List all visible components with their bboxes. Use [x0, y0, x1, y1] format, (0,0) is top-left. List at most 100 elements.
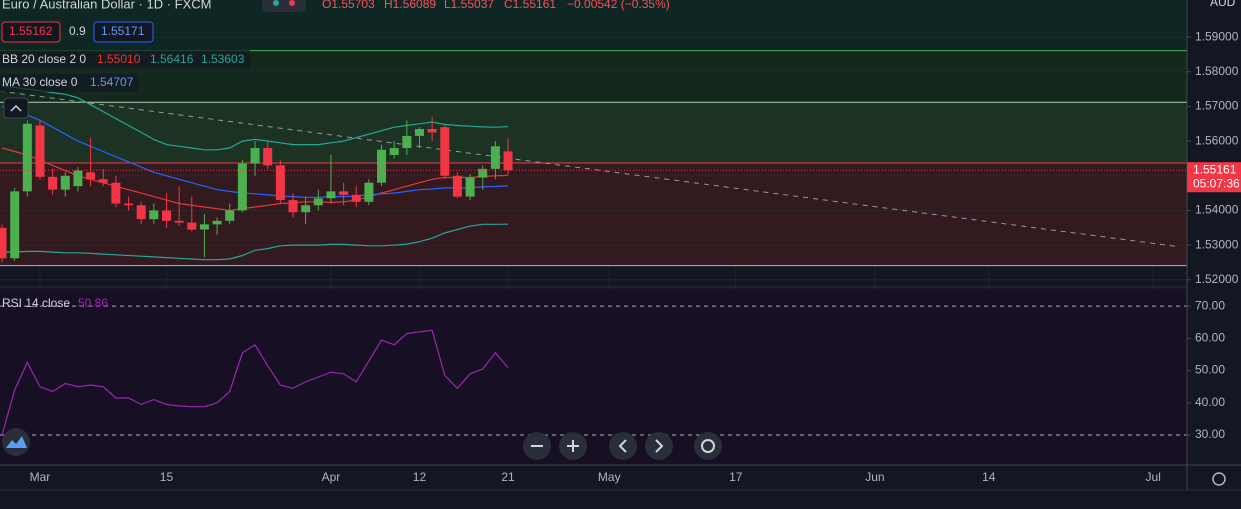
candle-body — [199, 224, 209, 230]
buy-button[interactable] — [93, 21, 154, 43]
trendline — [0, 90, 1180, 248]
spread: 0.9 — [69, 24, 86, 38]
bb-label: BB 20 close 2 0 — [2, 52, 86, 66]
candle-body — [174, 220, 184, 223]
sell-price: 1.55162 — [9, 24, 53, 38]
x-tick-label: 21 — [501, 470, 515, 484]
zone — [0, 102, 1187, 163]
x-tick-label: May — [598, 470, 621, 484]
candle-body — [48, 176, 58, 190]
ohlc-open: O1.55703 — [322, 0, 375, 11]
scroll-left[interactable] — [609, 432, 637, 460]
symbol-title: Euro / Australian Dollar · 1D · FXCM — [2, 0, 212, 11]
candle-body — [0, 227, 7, 259]
y-tick-label: 1.59000 — [1195, 29, 1239, 43]
candle-body — [351, 194, 361, 202]
y-tick-label: 70.00 — [1195, 298, 1225, 312]
axes: Mar 15 Apr 12 21 May 17 Jun 14 Jul 1.59000 1.58000 1… — [30, 29, 1241, 484]
status-pill[interactable] — [262, 0, 306, 12]
candle-body — [161, 210, 171, 221]
logo-button[interactable] — [2, 428, 30, 456]
collapse-legend[interactable] — [3, 97, 29, 119]
legend-bg — [0, 74, 138, 92]
y-tick-label: 40.00 — [1195, 395, 1225, 409]
candle-body — [124, 203, 134, 206]
candle-body — [414, 128, 424, 136]
icon — [618, 439, 627, 453]
y-tick-label: 1.58000 — [1195, 64, 1239, 78]
icon — [567, 440, 579, 452]
logo-icon — [6, 436, 27, 448]
candle-body — [326, 191, 336, 199]
rsi-label: RSI 14 close — [2, 296, 70, 310]
bottom-toolbar — [0, 490, 1241, 509]
ma-value: 1.54707 — [90, 75, 134, 89]
x-tick-label: 12 — [413, 470, 427, 484]
x-tick-label: Jul — [1146, 470, 1161, 484]
candle-body — [313, 198, 323, 206]
bb-upper: 1.56416 — [150, 52, 194, 66]
candle-body — [490, 146, 500, 169]
reset-chart[interactable] — [694, 432, 722, 460]
candle-body — [225, 210, 235, 221]
candle-body — [60, 175, 70, 190]
candle-body — [212, 220, 222, 225]
x-tick-label: 14 — [982, 470, 996, 484]
price-axis — [1187, 0, 1241, 465]
y-tick-label: 1.56000 — [1195, 133, 1239, 147]
x-tick-label: Jun — [865, 470, 884, 484]
scroll-right[interactable] — [645, 432, 673, 460]
candle-body — [73, 170, 83, 187]
candle-body — [35, 125, 45, 177]
zoom-controls — [523, 432, 722, 460]
candle-body — [275, 165, 285, 201]
ohlc-change: −0.00542 (−0.35%) — [567, 0, 670, 11]
candle-body — [250, 148, 260, 164]
candle-body — [10, 191, 20, 259]
candle-body — [301, 205, 311, 213]
indicator-line — [1, 85, 509, 151]
sell-button[interactable] — [1, 21, 61, 43]
x-tick-label: Apr — [322, 470, 341, 484]
candle-body — [263, 148, 273, 166]
y-tick-label: 30.00 — [1195, 427, 1225, 441]
candle-body — [98, 179, 108, 183]
y-tick-label: 1.52000 — [1195, 272, 1239, 286]
candle-body — [364, 182, 374, 202]
y-tick-label: 1.57000 — [1195, 99, 1239, 113]
zone — [0, 162, 1187, 266]
plot — [0, 85, 1187, 436]
price-label: 1.55161 — [1193, 162, 1237, 176]
candle-body — [288, 200, 298, 213]
icon — [701, 439, 715, 453]
ohlc-low: L1.55037 — [444, 0, 494, 11]
icon — [655, 439, 664, 453]
candle-body — [389, 148, 399, 155]
indicator-line — [2, 223, 509, 261]
candle-body — [22, 123, 32, 192]
legend-bg — [0, 50, 250, 68]
buy-price: 1.55171 — [101, 24, 145, 38]
candle-body — [377, 149, 387, 183]
indicator-line — [1, 105, 509, 198]
bb-lower: 1.53603 — [201, 52, 245, 66]
x-tick-label: 15 — [160, 470, 174, 484]
settings-button[interactable] — [1212, 472, 1226, 486]
candle-body — [452, 175, 462, 197]
candle-body — [465, 177, 475, 197]
candle-body — [339, 191, 349, 195]
candle-body — [136, 205, 146, 220]
status-dot — [273, 0, 279, 6]
candle-body — [237, 163, 247, 211]
candle-body — [187, 222, 197, 230]
y-tick-label: 1.53000 — [1195, 237, 1239, 251]
currency: AUD — [1210, 0, 1236, 9]
collapse-icon — [10, 104, 22, 112]
candle-body — [478, 168, 488, 178]
x-tick-label: 17 — [729, 470, 743, 484]
candle-body — [503, 151, 513, 171]
candle-body — [402, 135, 412, 149]
ma-label: MA 30 close 0 — [2, 75, 78, 89]
